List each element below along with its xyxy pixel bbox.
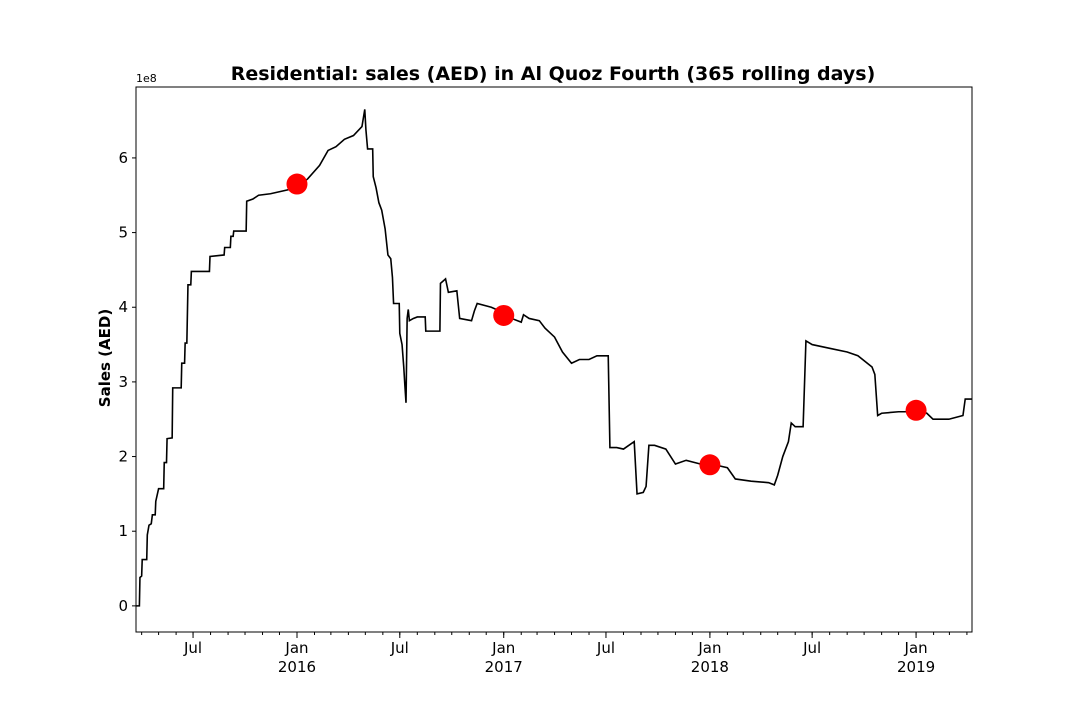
y-tick-label: 1 bbox=[118, 522, 128, 540]
x-tick-year-label: 2018 bbox=[691, 658, 729, 676]
x-tick-label: Jan bbox=[697, 639, 721, 657]
x-tick-year-label: 2017 bbox=[485, 658, 523, 676]
x-tick-year-label: 2016 bbox=[278, 658, 316, 676]
y-offset-label: 1e8 bbox=[136, 72, 157, 85]
plot-frame bbox=[135, 86, 973, 633]
x-tick-label: Jan bbox=[904, 639, 928, 657]
y-tick-label: 3 bbox=[118, 373, 128, 391]
y-axis-label: Sales (AED) bbox=[96, 309, 114, 407]
y-axis-ticks: 0 1 2 3 4 5 6 bbox=[118, 149, 136, 615]
x-tick-label: Jan bbox=[284, 639, 308, 657]
y-tick-label: 2 bbox=[118, 448, 128, 466]
chart-title: Residential: sales (AED) in Al Quoz Four… bbox=[231, 63, 876, 85]
x-tick-label: Jul bbox=[390, 639, 409, 657]
x-tick-year-label: 2019 bbox=[897, 658, 935, 676]
series-line bbox=[136, 109, 972, 607]
x-tick-label: Jul bbox=[802, 639, 821, 657]
highlight-marker bbox=[699, 454, 721, 476]
y-tick-label: 4 bbox=[118, 298, 128, 316]
y-tick-label: 5 bbox=[118, 224, 128, 242]
x-tick-label: Jul bbox=[596, 639, 615, 657]
y-tick-label: 0 bbox=[118, 597, 128, 615]
highlight-marker bbox=[905, 399, 927, 421]
plot-area bbox=[136, 109, 972, 607]
x-tick-label: Jul bbox=[183, 639, 202, 657]
y-tick-label: 6 bbox=[118, 149, 128, 167]
x-tick-label: Jan bbox=[491, 639, 515, 657]
highlight-marker bbox=[286, 173, 308, 195]
highlight-marker bbox=[493, 304, 515, 326]
